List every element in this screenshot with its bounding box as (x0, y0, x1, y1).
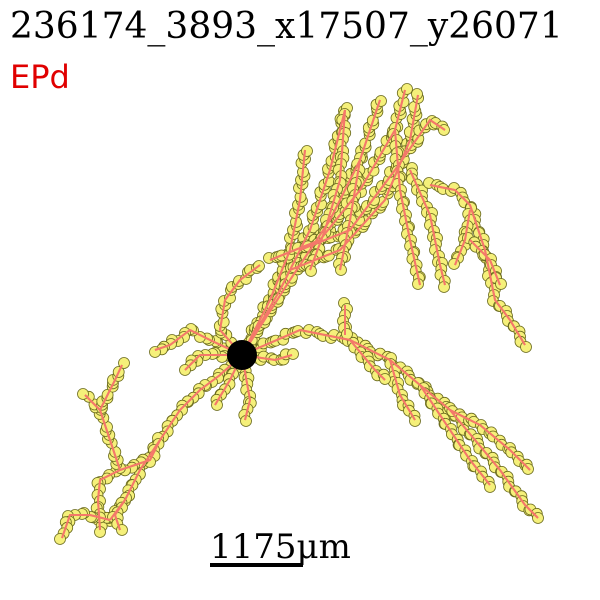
dendrite-branch (309, 109, 346, 271)
dendrite-branch (241, 99, 381, 356)
sample-nodes (54, 83, 544, 545)
dendrite-branch (409, 169, 446, 286)
sample-node (287, 348, 299, 360)
dendrite-branch (454, 209, 471, 266)
dendrite-branch (289, 94, 419, 271)
dendrite-branch (241, 149, 306, 356)
sample-node (409, 415, 421, 427)
dendrite-branch (241, 328, 539, 519)
sample-node (401, 83, 413, 95)
dendrite-branches-overlay (61, 89, 539, 539)
dendrite-branch (394, 129, 421, 286)
brain-region-label: EPd (10, 58, 70, 96)
dendrite-branch (419, 384, 491, 486)
scale-bar-label: 1175μm (210, 527, 351, 567)
dendrite-branch (389, 359, 416, 421)
dendrite-branch (469, 239, 501, 286)
dendrite-branch (96, 439, 161, 531)
dendrite-branch (339, 159, 361, 271)
soma (227, 340, 257, 370)
dendrite-branch (113, 499, 126, 531)
dendrite-branch (299, 118, 446, 251)
dendrite-branch (61, 514, 111, 539)
dendrite-branch (109, 354, 243, 521)
dendrite-branch (84, 394, 121, 471)
dendrite-branch (269, 89, 406, 261)
dendrite-branch (218, 264, 261, 356)
sample-node (520, 341, 532, 353)
sample-node (484, 481, 496, 493)
dendrite-branch (99, 364, 123, 411)
dendrite-branch (449, 409, 531, 471)
scale-bar (210, 563, 303, 567)
dendrite-branch (154, 328, 243, 356)
sample-node (211, 399, 223, 411)
sample-node (301, 145, 313, 157)
neuron-id-title: 236174_3893_x17507_y26071 (10, 6, 563, 47)
sample-node (375, 95, 387, 107)
dendrite-branch (241, 109, 346, 356)
dendrite-branch (349, 339, 386, 381)
